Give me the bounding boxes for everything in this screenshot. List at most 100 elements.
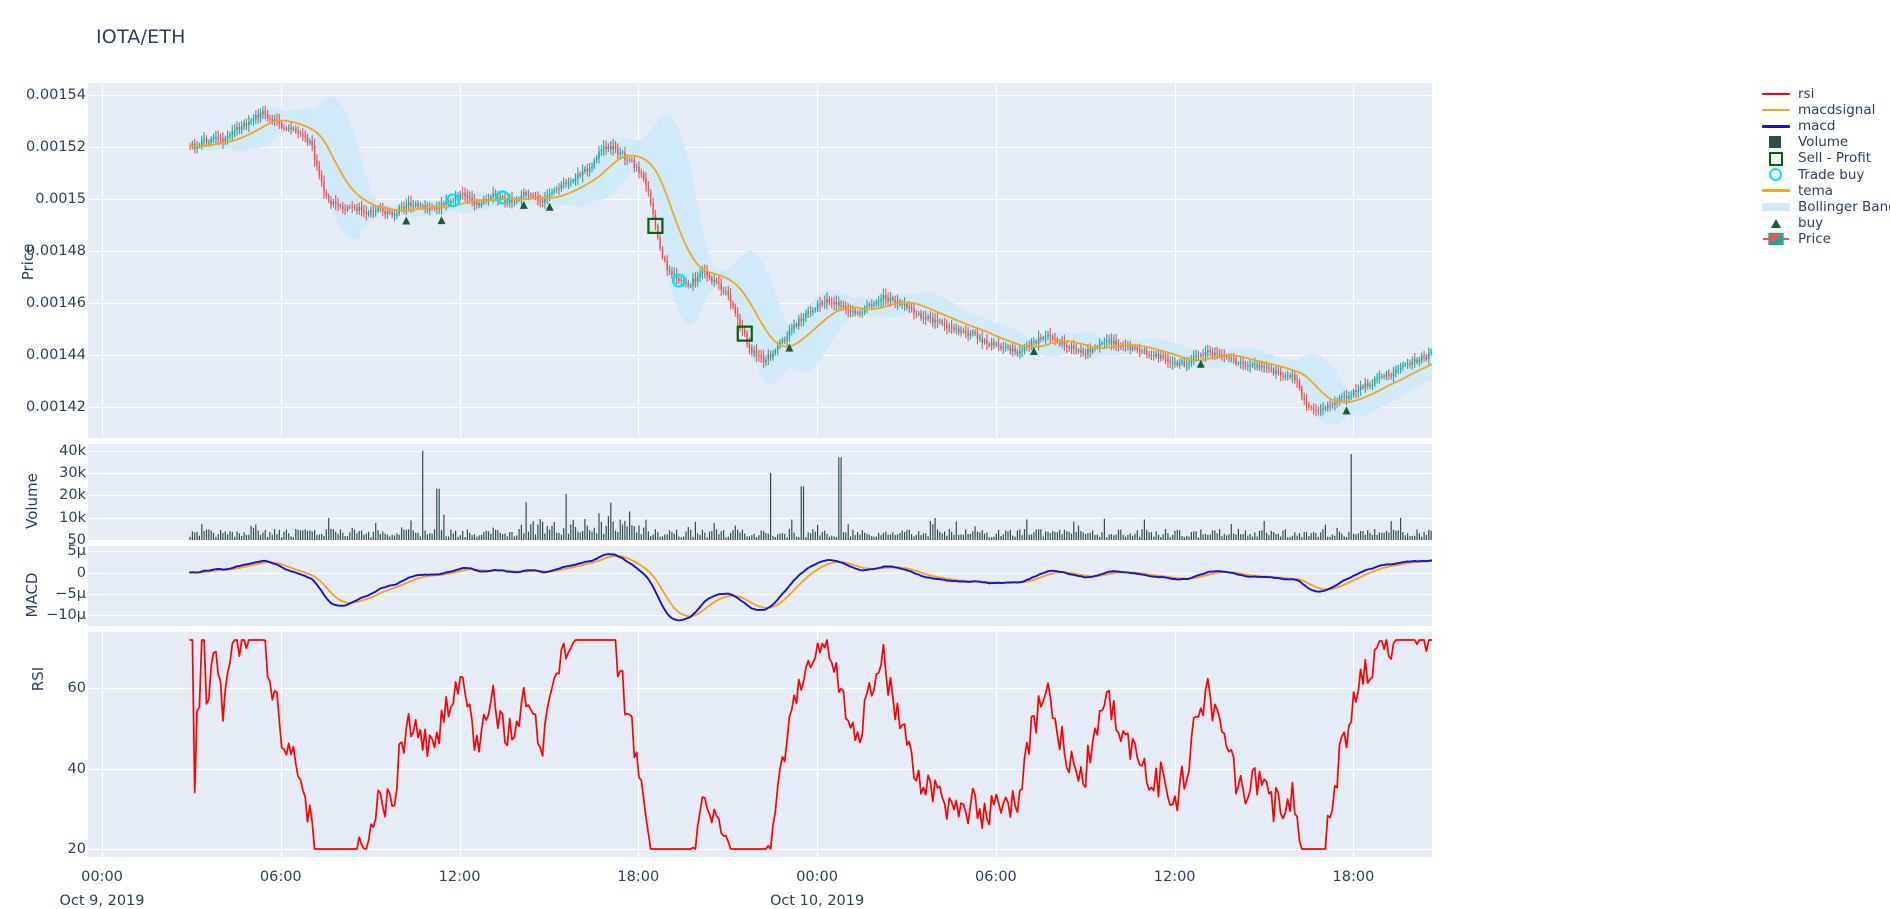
legend-item-price[interactable]: Price bbox=[1760, 231, 1890, 247]
candlestick bbox=[1416, 357, 1418, 365]
legend-item-macdsignal[interactable]: macdsignal bbox=[1760, 102, 1890, 118]
volume-bar bbox=[1132, 535, 1134, 540]
candlestick bbox=[1338, 394, 1341, 406]
volume-bar bbox=[730, 532, 732, 540]
candlestick bbox=[854, 307, 856, 317]
candlestick bbox=[1258, 361, 1261, 372]
volume-bar bbox=[391, 534, 393, 540]
volume-bar bbox=[1038, 529, 1040, 540]
candlestick bbox=[1343, 390, 1345, 403]
legend-item-buy[interactable]: buy bbox=[1760, 215, 1890, 231]
candlestick bbox=[713, 274, 715, 287]
candlestick bbox=[1312, 403, 1315, 415]
candlestick bbox=[1425, 354, 1428, 362]
candlestick bbox=[215, 130, 217, 144]
candlestick bbox=[1082, 346, 1084, 357]
legend-item-sell-profit[interactable]: Sell - Profit bbox=[1760, 150, 1890, 167]
volume-bar bbox=[1019, 529, 1021, 540]
volume-bar bbox=[988, 537, 990, 540]
volume-bar bbox=[542, 521, 544, 540]
volume-bar bbox=[1219, 529, 1221, 540]
volume-bar bbox=[203, 531, 205, 540]
volume-bar bbox=[791, 519, 793, 540]
candlestick bbox=[826, 292, 828, 310]
candlestick bbox=[478, 200, 480, 209]
candlestick bbox=[974, 329, 976, 337]
volume-bar bbox=[699, 535, 701, 540]
candlestick bbox=[729, 287, 732, 310]
candlestick bbox=[1390, 372, 1392, 380]
volume-bar bbox=[1181, 536, 1183, 540]
candlestick bbox=[943, 317, 946, 331]
legend-item-rsi[interactable]: rsi bbox=[1760, 86, 1890, 102]
volume-bar bbox=[318, 534, 320, 540]
candlestick bbox=[231, 124, 234, 142]
volume-bar bbox=[629, 511, 631, 540]
volume-bar bbox=[473, 534, 475, 540]
volume-bar bbox=[236, 531, 238, 540]
volume-bar bbox=[1099, 536, 1101, 540]
legend-label: rsi bbox=[1798, 86, 1815, 103]
macd-panel bbox=[88, 546, 1432, 626]
volume-bar bbox=[459, 535, 461, 540]
volume-bar bbox=[1115, 534, 1117, 540]
volume-bar bbox=[1423, 531, 1425, 540]
candlestick bbox=[859, 308, 861, 318]
candlestick bbox=[1326, 401, 1329, 412]
volume-bar bbox=[518, 529, 520, 540]
volume-series bbox=[189, 450, 1432, 540]
volume-bar bbox=[687, 527, 689, 540]
volume-bar bbox=[229, 531, 231, 540]
volume-bar bbox=[624, 520, 626, 540]
volume-bar bbox=[389, 536, 391, 540]
volume-bar bbox=[920, 535, 922, 540]
legend-item-trade-buy[interactable]: Trade buy bbox=[1760, 166, 1890, 183]
candlestick bbox=[1164, 351, 1167, 365]
volume-bar bbox=[944, 531, 946, 540]
x-axis-tick: 12:00 bbox=[438, 869, 481, 885]
volume-bar bbox=[589, 530, 591, 540]
candlestick bbox=[212, 133, 215, 144]
volume-bar bbox=[201, 524, 203, 540]
volume-bar bbox=[295, 529, 297, 540]
volume-bar bbox=[1183, 536, 1185, 540]
volume-bar bbox=[487, 531, 490, 540]
rsi-series bbox=[189, 639, 1432, 850]
candlestick bbox=[969, 329, 972, 340]
candlestick bbox=[800, 312, 802, 327]
candlestick bbox=[501, 194, 504, 200]
x-axis-date-label: Oct 10, 2019 bbox=[769, 893, 865, 909]
volume-bar bbox=[805, 537, 807, 540]
candlestick bbox=[407, 195, 410, 212]
volume-bar bbox=[1033, 532, 1035, 540]
legend-item-macd[interactable]: macd bbox=[1760, 118, 1890, 134]
gridline bbox=[88, 517, 1432, 519]
volume-bar bbox=[772, 536, 774, 540]
volume-bar bbox=[212, 532, 215, 540]
volume-bar bbox=[692, 536, 694, 540]
candlestick bbox=[344, 204, 346, 216]
candlestick bbox=[1209, 345, 1211, 357]
legend-item-tema[interactable]: tema bbox=[1760, 183, 1890, 199]
candlestick bbox=[755, 344, 758, 363]
candlestick bbox=[1406, 358, 1409, 370]
volume-bar bbox=[904, 532, 906, 540]
legend-item-bollinger-band[interactable]: Bollinger Band bbox=[1760, 199, 1890, 215]
volume-bar bbox=[786, 537, 788, 540]
volume-bar bbox=[760, 530, 762, 540]
volume-bar bbox=[321, 534, 323, 540]
volume-bar bbox=[1355, 534, 1357, 540]
volume-bar bbox=[419, 536, 421, 540]
candlestick bbox=[1197, 350, 1200, 362]
candlestick bbox=[1002, 341, 1005, 354]
candlestick bbox=[339, 202, 342, 210]
volume-bar bbox=[647, 531, 649, 540]
candlestick bbox=[332, 198, 335, 208]
volume-bar bbox=[1237, 528, 1239, 540]
volume-bar bbox=[309, 530, 311, 540]
candlestick bbox=[696, 271, 699, 287]
candlestick bbox=[572, 178, 574, 184]
candlestick bbox=[1040, 333, 1042, 343]
volume-bar bbox=[415, 532, 417, 540]
legend-item-volume[interactable]: Volume bbox=[1760, 134, 1890, 150]
